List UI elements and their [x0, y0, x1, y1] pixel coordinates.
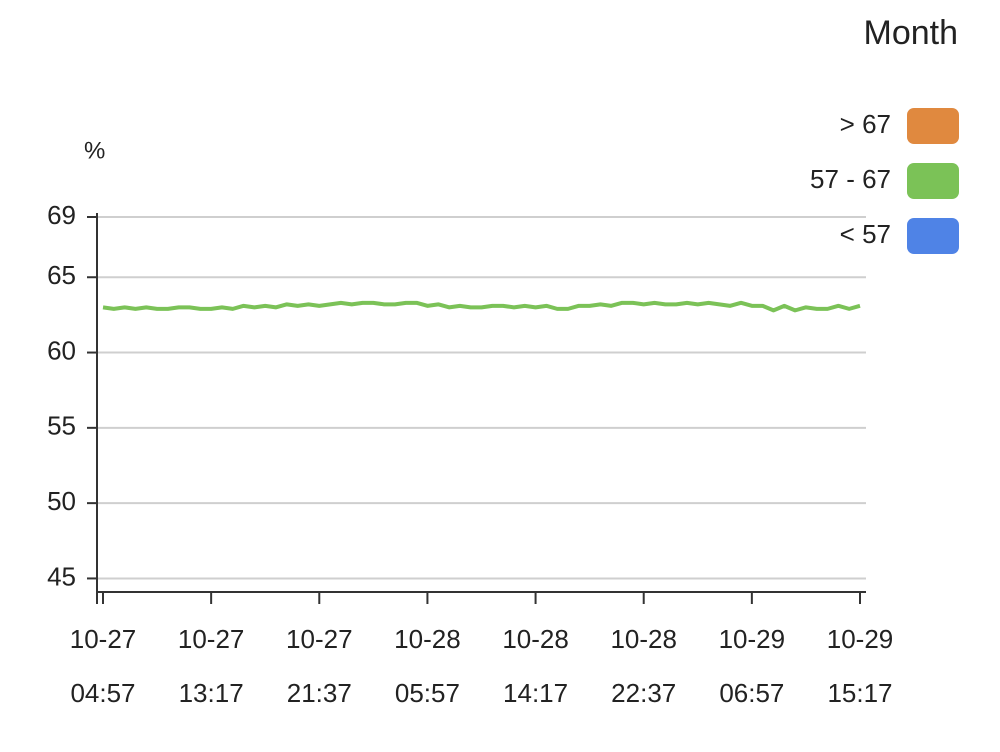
- y-tick-label: 60: [47, 335, 76, 365]
- x-tick-time: 14:17: [503, 678, 568, 708]
- x-tick-label: 10-28 14:17: [502, 624, 569, 708]
- x-tick-label: 10-28 22:37: [610, 624, 677, 708]
- x-tick-label: 10-29 06:57: [719, 624, 786, 708]
- legend-label: > 67: [840, 109, 891, 139]
- y-tick-label: 55: [47, 411, 76, 441]
- legend-label: 57 - 67: [810, 164, 891, 194]
- x-tick-date: 10-29: [719, 624, 786, 654]
- x-tick-time: 06:57: [719, 678, 784, 708]
- x-tick-date: 10-29: [827, 624, 894, 654]
- x-tick-label: 10-29 15:17: [827, 624, 894, 708]
- x-tick-date: 10-28: [394, 624, 461, 654]
- x-tick-date: 10-28: [502, 624, 569, 654]
- legend-swatch: [907, 218, 959, 254]
- legend-swatch: [907, 108, 959, 144]
- x-tick-time: 04:57: [70, 678, 135, 708]
- x-tick-label: 10-27 21:37: [286, 624, 353, 708]
- legend-label: < 57: [840, 219, 891, 249]
- x-tick-label: 10-28 05:57: [394, 624, 461, 708]
- y-tick-label: 69: [47, 200, 76, 230]
- y-unit: %: [84, 137, 105, 164]
- y-tick-label: 45: [47, 561, 76, 591]
- x-tick-date: 10-27: [178, 624, 245, 654]
- x-tick-time: 21:37: [287, 678, 352, 708]
- y-tick-label: 50: [47, 486, 76, 516]
- x-tick-time: 05:57: [395, 678, 460, 708]
- x-tick-label: 10-27 04:57: [70, 624, 137, 708]
- x-tick-date: 10-27: [70, 624, 137, 654]
- x-tick-time: 15:17: [827, 678, 892, 708]
- x-tick-date: 10-28: [610, 624, 677, 654]
- legend-title: Month: [864, 14, 959, 52]
- data-line: [102, 300, 861, 313]
- y-tick-label: 65: [47, 260, 76, 290]
- legend-swatch: [907, 163, 959, 199]
- x-tick-time: 13:17: [179, 678, 244, 708]
- x-tick-label: 10-27 13:17: [178, 624, 245, 708]
- x-tick-time: 22:37: [611, 678, 676, 708]
- x-tick-date: 10-27: [286, 624, 353, 654]
